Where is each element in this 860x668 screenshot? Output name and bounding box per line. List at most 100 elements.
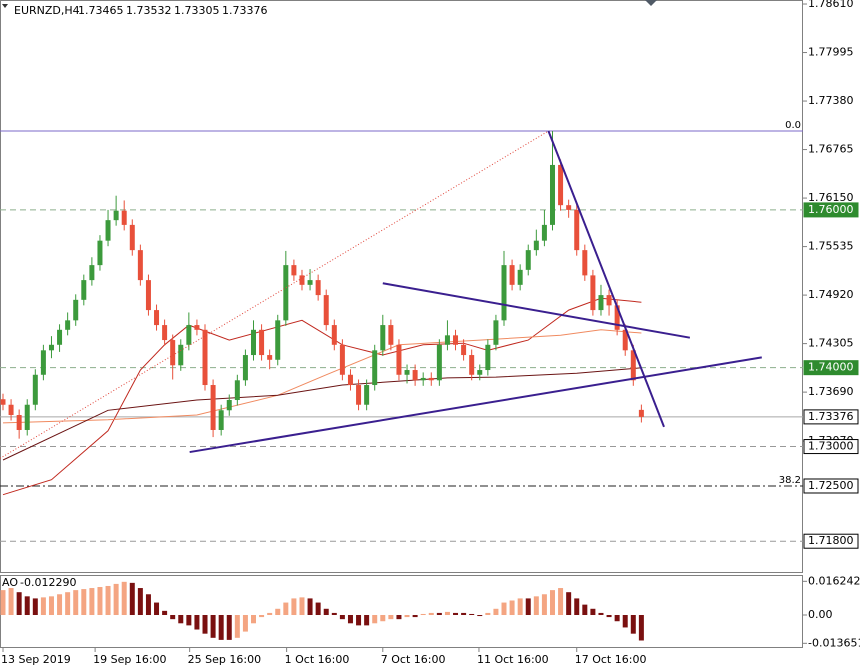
level-label: 1.76000 <box>808 203 854 216</box>
trendline <box>189 356 762 454</box>
ao-bar <box>574 598 580 616</box>
candle-body <box>113 210 119 221</box>
candle-body <box>453 335 459 345</box>
ao-bar <box>590 608 596 616</box>
level-box <box>803 533 859 549</box>
candle-body <box>558 164 564 206</box>
candle-body <box>299 275 305 285</box>
y-tick-label: 1.76765 <box>808 143 854 156</box>
candle-body <box>291 265 297 276</box>
ao-bar <box>598 612 604 616</box>
candle-body <box>259 329 265 356</box>
candle-body <box>8 404 14 415</box>
ao-bar <box>477 615 483 617</box>
ohlc-value: 1.73376 <box>222 4 268 17</box>
ao-bar <box>315 602 321 616</box>
candle-body <box>218 410 224 430</box>
candle-body <box>275 320 281 360</box>
candle-body <box>477 370 483 375</box>
candle-body <box>590 275 596 311</box>
ao-bar <box>461 612 467 616</box>
level-box <box>803 439 859 455</box>
candle-body <box>614 305 620 330</box>
menu-arrow[interactable] <box>2 4 8 8</box>
candle-body <box>178 344 184 366</box>
level-label: 1.74000 <box>808 361 854 374</box>
ao-bar <box>81 589 87 616</box>
ao-bar <box>372 615 378 624</box>
candle-body <box>242 355 248 381</box>
ao-bar <box>113 583 119 616</box>
ao-bar <box>259 615 265 618</box>
candle-body <box>65 320 71 330</box>
ohlc-value: 1.73465 <box>78 4 124 17</box>
ao-bar <box>89 588 95 616</box>
candle-body <box>630 350 636 381</box>
level-box <box>803 202 859 218</box>
y-tick-label: 1.76150 <box>808 191 854 204</box>
ao-bar <box>0 590 6 616</box>
ao-title: AO <box>2 576 18 589</box>
candle-body <box>307 280 313 285</box>
ao-tick-label: 0.016242 <box>808 574 860 587</box>
ao-bar <box>525 598 531 616</box>
symbol: EURNZD,H4 <box>14 4 80 17</box>
ao-bar <box>154 602 160 616</box>
ao-bar <box>242 615 248 632</box>
ao-bar <box>638 615 644 641</box>
ao-bar <box>582 604 588 616</box>
ao-bar <box>121 581 127 616</box>
ao-bar <box>533 596 539 616</box>
ao-bar <box>331 612 337 616</box>
ao-bar <box>364 615 370 626</box>
ao-bar <box>549 590 555 616</box>
candle-body <box>525 250 531 270</box>
candle-body <box>105 220 111 241</box>
candle-body <box>541 224 547 241</box>
candle-body <box>469 355 475 375</box>
candle-body <box>145 280 151 311</box>
ao-bar <box>24 596 30 616</box>
candle-body <box>436 344 442 381</box>
candle-body <box>129 224 135 251</box>
ao-current: -0.012290 <box>20 576 76 589</box>
x-tick-label: 11 Oct 16:00 <box>477 653 549 666</box>
ao-bar <box>444 611 450 616</box>
ao-bar <box>485 612 491 616</box>
candle-body <box>267 355 273 360</box>
candle-body <box>412 370 418 381</box>
ao-tick-label: 0.00 <box>808 608 833 621</box>
level-box <box>803 360 859 376</box>
candle-body <box>97 240 103 266</box>
moving-average <box>2 329 642 424</box>
ao-bar <box>105 585 111 616</box>
ao-bar <box>267 612 273 616</box>
ao-bar <box>404 615 410 618</box>
ao-bar <box>137 588 143 616</box>
ao-bar <box>218 615 224 640</box>
candle-body <box>509 265 515 285</box>
ao-bar <box>186 615 192 626</box>
candle-body <box>16 414 22 430</box>
ao-bar <box>509 600 515 616</box>
ao-bar <box>210 615 216 638</box>
candle-body <box>137 250 143 281</box>
candle-body <box>250 329 256 356</box>
candle-body <box>234 380 240 401</box>
candle-body <box>315 280 321 296</box>
ao-bar <box>606 615 612 618</box>
panel-arrow[interactable] <box>645 0 657 6</box>
ao-bar <box>412 615 418 618</box>
ao-bar <box>541 594 547 616</box>
candle-body <box>323 295 329 326</box>
candle-body <box>549 164 555 225</box>
ao-bar <box>145 594 151 616</box>
ao-bar <box>323 608 329 616</box>
ao-bar <box>436 612 442 616</box>
x-tick-label: 1 Oct 16:00 <box>285 653 350 666</box>
ao-bar <box>347 615 353 624</box>
ao-bar <box>388 615 394 620</box>
candle-body <box>493 320 499 345</box>
